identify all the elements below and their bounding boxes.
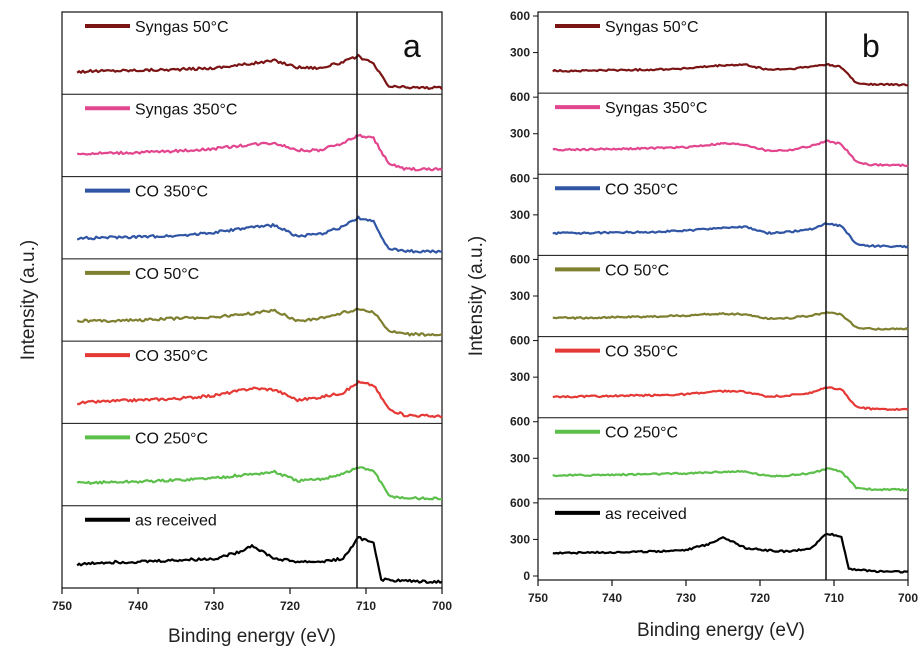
legend-label: CO 50°C (605, 262, 669, 279)
x-tick-label: 700 (898, 591, 918, 605)
x-tick-label: 720 (280, 599, 300, 613)
series-line (77, 380, 443, 419)
panel-b-frame (537, 11, 909, 581)
x-tick-label: 720 (750, 591, 770, 605)
y-tick-label: 300 (510, 46, 530, 60)
panel-a-x-axis-title: Binding energy (eV) (168, 626, 336, 647)
x-tick-label: 740 (128, 599, 148, 613)
y-tick-label: 600 (510, 171, 530, 185)
y-tick-label: 300 (510, 451, 530, 465)
panel-b-y-axis-title: Intensity (a.u.) (466, 236, 487, 356)
series-line (552, 139, 909, 168)
panel-a-series: Syngas 50°C Syngas 350°C CO 350°C CO 50°C CO… (76, 19, 443, 584)
series-line (552, 311, 909, 331)
y-tick-label: 600 (510, 252, 530, 266)
legend-label: CO 350°C (605, 181, 678, 198)
y-tick-label: 600 (510, 9, 530, 23)
x-tick-label: 700 (432, 599, 452, 613)
series-line (77, 133, 443, 172)
panel-a-x-ticks: 750 740 730 720 710 700 (52, 588, 452, 613)
panel-b-x-axis-title: Binding energy (eV) (637, 620, 805, 641)
y-tick-label: 300 (510, 127, 530, 141)
y-tick-label: 600 (510, 90, 530, 104)
y-tick-label: 300 (510, 208, 530, 222)
series-line (552, 222, 909, 249)
series-line (76, 215, 443, 254)
y-tick-label: 600 (510, 496, 530, 510)
legend-label: as received (605, 506, 687, 523)
x-tick-label: 730 (676, 591, 696, 605)
y-tick-label: 600 (510, 334, 530, 348)
legend-label: Syngas 350°C (135, 101, 237, 118)
series-line (76, 53, 443, 90)
legend-label: CO 350°C (135, 348, 208, 365)
y-tick-label: 600 (510, 415, 530, 429)
x-tick-label: 750 (52, 599, 72, 613)
legend-label: Syngas 50°C (135, 19, 229, 36)
series-line (552, 62, 909, 87)
panel-b-series: Syngas 50°C Syngas 350°C CO 350°C CO 50°C CO… (552, 19, 909, 574)
legend-label: CO 250°C (135, 430, 208, 447)
panel-b-letter: b (862, 28, 880, 64)
legend-label: CO 350°C (605, 344, 678, 361)
y-tick-label: 300 (510, 289, 530, 303)
series-line (552, 467, 909, 492)
panel-a-frame (61, 11, 443, 589)
legend-label: CO 50°C (135, 266, 199, 283)
x-tick-label: 730 (204, 599, 224, 613)
series-line (552, 532, 909, 574)
x-tick-label: 740 (602, 591, 622, 605)
y-tick-label: 300 (510, 370, 530, 384)
panel-b: Syngas 50°C Syngas 350°C CO 350°C CO 50°C CO… (466, 9, 918, 641)
series-line (76, 307, 443, 337)
panel-a: Syngas 50°C Syngas 350°C CO 350°C CO 50°C CO… (18, 11, 452, 647)
series-line (76, 466, 443, 501)
panel-b-dividers (538, 92, 908, 500)
panel-a-letter: a (403, 28, 421, 64)
series-line (552, 386, 909, 411)
x-tick-label: 710 (356, 599, 376, 613)
series-line (76, 536, 443, 584)
legend-label: as received (135, 513, 217, 530)
panel-a-y-axis-title: Intensity (a.u.) (18, 240, 39, 360)
panel-a-dividers (62, 93, 442, 507)
y-tick-label: 0 (523, 569, 530, 583)
legend-label: Syngas 350°C (605, 100, 707, 117)
panel-b-x-ticks: 750 740 730 720 710 700 (528, 580, 918, 605)
legend-label: CO 350°C (135, 184, 208, 201)
panel-b-y-ticks: 300 600 300 600 300 600 300 600 300 600 300 600 0 300… (510, 9, 538, 583)
legend-label: Syngas 50°C (605, 19, 699, 36)
x-tick-label: 750 (528, 591, 548, 605)
x-tick-label: 710 (824, 591, 844, 605)
legend-label: CO 250°C (605, 425, 678, 442)
y-tick-label: 300 (510, 532, 530, 546)
